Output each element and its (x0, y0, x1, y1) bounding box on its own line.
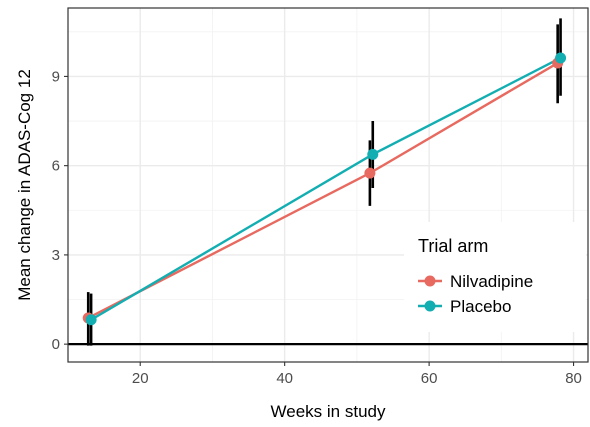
legend-item-placebo: Placebo (418, 297, 511, 316)
data-point-placebo (85, 314, 97, 326)
data-point-placebo (367, 148, 379, 160)
legend-title: Trial arm (418, 236, 488, 256)
y-axis-title: Mean change in ADAS-Cog 12 (15, 69, 34, 301)
y-tick-label: 9 (52, 68, 60, 85)
x-axis-title: Weeks in study (271, 402, 386, 421)
legend-items: Nilvadipine Placebo (418, 272, 533, 316)
x-tick-label: 20 (132, 370, 149, 387)
legend-key-point-nilvadipine (424, 275, 436, 287)
y-tick-label: 6 (52, 158, 60, 175)
data-point-nilvadipine (364, 167, 376, 179)
legend-key-point-placebo (424, 300, 436, 312)
legend-item-nilvadipine: Nilvadipine (418, 272, 533, 291)
x-tick-label: 60 (421, 370, 438, 387)
x-tick-label: 40 (276, 370, 293, 387)
legend: Trial arm Nilvadipine Placebo (404, 222, 586, 332)
series-points (82, 52, 567, 326)
y-tick-label: 3 (52, 247, 60, 264)
y-tick-label: 0 (52, 336, 60, 353)
panel-border (67, 7, 589, 363)
legend-label-placebo: Placebo (450, 297, 511, 316)
legend-label-nilvadipine: Nilvadipine (450, 272, 533, 291)
x-tick-label: 80 (565, 370, 582, 387)
y-axis-ticks: 0 3 6 9 (52, 68, 68, 353)
x-axis-ticks: 20 40 60 80 (132, 362, 582, 387)
legend-background (404, 222, 586, 332)
data-point-placebo (555, 52, 567, 64)
